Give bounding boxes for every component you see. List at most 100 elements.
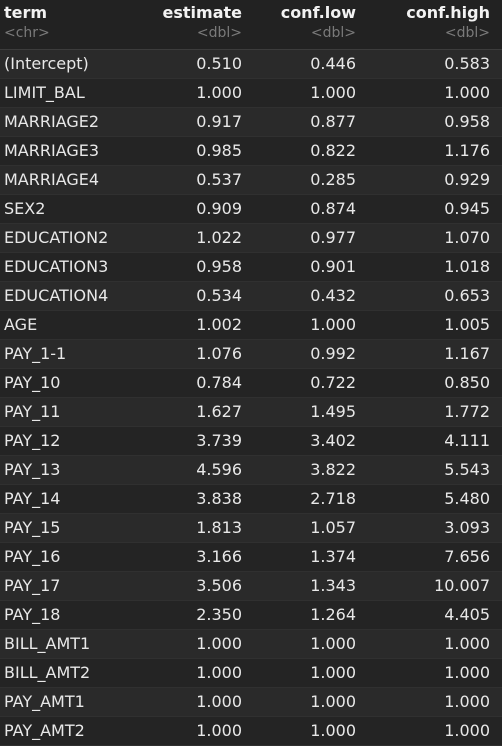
cell-conf-low: 0.901	[254, 252, 368, 282]
cell-conf-high: 1.000	[368, 78, 502, 108]
cell-conf-low: 0.285	[254, 165, 368, 195]
table-row[interactable]: (Intercept) 0.510 0.446 0.583	[0, 49, 502, 79]
table-row[interactable]: PAY_15 1.813 1.057 3.093	[0, 513, 502, 543]
table-row[interactable]: MARRIAGE3 0.985 0.822 1.176	[0, 136, 502, 166]
cell-conf-high: 10.007	[368, 571, 502, 601]
table-row[interactable]: PAY_12 3.739 3.402 4.111	[0, 426, 502, 456]
cell-term: MARRIAGE2	[0, 107, 158, 137]
cell-estimate: 0.784	[158, 368, 254, 398]
table-row[interactable]: MARRIAGE4 0.537 0.285 0.929	[0, 165, 502, 195]
cell-conf-low: 3.402	[254, 426, 368, 456]
cell-conf-high: 1.000	[368, 687, 502, 717]
table-row[interactable]: PAY_16 3.166 1.374 7.656	[0, 542, 502, 572]
table-row[interactable]: LIMIT_BAL 1.000 1.000 1.000	[0, 78, 502, 108]
cell-term: LIMIT_BAL	[0, 78, 158, 108]
cell-conf-high: 7.656	[368, 542, 502, 572]
table-row[interactable]: BILL_AMT1 1.000 1.000 1.000	[0, 629, 502, 659]
cell-term: PAY_10	[0, 368, 158, 398]
cell-term: PAY_16	[0, 542, 158, 572]
column-header-estimate[interactable]: estimate	[162, 3, 242, 22]
column-type-term: <chr>	[0, 23, 158, 50]
cell-estimate: 1.022	[158, 223, 254, 253]
column-header-conf-high[interactable]: conf.high	[406, 3, 490, 22]
cell-estimate: 1.000	[158, 629, 254, 659]
cell-conf-low: 0.992	[254, 339, 368, 369]
cell-term: PAY_AMT2	[0, 716, 158, 746]
cell-term: EDUCATION3	[0, 252, 158, 282]
cell-term: PAY_17	[0, 571, 158, 601]
table-row[interactable]: EDUCATION2 1.022 0.977 1.070	[0, 223, 502, 253]
table-row[interactable]: AGE 1.002 1.000 1.005	[0, 310, 502, 340]
cell-estimate: 1.002	[158, 310, 254, 340]
cell-term: AGE	[0, 310, 158, 340]
cell-estimate: 3.838	[158, 484, 254, 514]
cell-conf-low: 3.822	[254, 455, 368, 485]
cell-conf-high: 1.005	[368, 310, 502, 340]
table-row[interactable]: BILL_AMT2 1.000 1.000 1.000	[0, 658, 502, 688]
cell-conf-high: 1.772	[368, 397, 502, 427]
cell-conf-low: 0.446	[254, 49, 368, 79]
cell-estimate: 3.739	[158, 426, 254, 456]
table-row[interactable]: PAY_17 3.506 1.343 10.007	[0, 571, 502, 601]
cell-term: PAY_13	[0, 455, 158, 485]
cell-term: PAY_12	[0, 426, 158, 456]
cell-estimate: 2.350	[158, 600, 254, 630]
table-row[interactable]: PAY_18 2.350 1.264 4.405	[0, 600, 502, 630]
table-row[interactable]: SEX2 0.909 0.874 0.945	[0, 194, 502, 224]
cell-term: PAY_AMT1	[0, 687, 158, 717]
table-row[interactable]: EDUCATION4 0.534 0.432 0.653	[0, 281, 502, 311]
cell-term: (Intercept)	[0, 49, 158, 79]
cell-term: MARRIAGE3	[0, 136, 158, 166]
cell-conf-high: 0.945	[368, 194, 502, 224]
cell-estimate: 3.166	[158, 542, 254, 572]
cell-conf-high: 0.850	[368, 368, 502, 398]
cell-term: PAY_18	[0, 600, 158, 630]
table-row[interactable]: PAY_AMT2 1.000 1.000 1.000	[0, 716, 502, 746]
cell-conf-low: 0.877	[254, 107, 368, 137]
cell-term: EDUCATION2	[0, 223, 158, 253]
table-row[interactable]: PAY_10 0.784 0.722 0.850	[0, 368, 502, 398]
column-header-conf-low[interactable]: conf.low	[280, 3, 356, 22]
cell-term: EDUCATION4	[0, 281, 158, 311]
cell-estimate: 0.985	[158, 136, 254, 166]
cell-conf-low: 1.000	[254, 310, 368, 340]
cell-estimate: 3.506	[158, 571, 254, 601]
table-row[interactable]: PAY_13 4.596 3.822 5.543	[0, 455, 502, 485]
cell-estimate: 1.813	[158, 513, 254, 543]
cell-estimate: 0.510	[158, 49, 254, 79]
cell-estimate: 1.000	[158, 658, 254, 688]
table-row[interactable]: PAY_11 1.627 1.495 1.772	[0, 397, 502, 427]
cell-conf-high: 4.405	[368, 600, 502, 630]
cell-conf-low: 0.822	[254, 136, 368, 166]
table-row[interactable]: PAY_AMT1 1.000 1.000 1.000	[0, 687, 502, 717]
table-row[interactable]: PAY_1-1 1.076 0.992 1.167	[0, 339, 502, 369]
table-row[interactable]: EDUCATION3 0.958 0.901 1.018	[0, 252, 502, 282]
cell-conf-low: 0.722	[254, 368, 368, 398]
cell-term: SEX2	[0, 194, 158, 224]
cell-estimate: 0.534	[158, 281, 254, 311]
cell-estimate: 1.000	[158, 716, 254, 746]
table-row[interactable]: PAY_14 3.838 2.718 5.480	[0, 484, 502, 514]
cell-conf-high: 0.958	[368, 107, 502, 137]
cell-conf-high: 5.480	[368, 484, 502, 514]
cell-conf-low: 1.000	[254, 629, 368, 659]
cell-conf-high: 3.093	[368, 513, 502, 543]
cell-conf-low: 0.874	[254, 194, 368, 224]
table-row[interactable]: MARRIAGE2 0.917 0.877 0.958	[0, 107, 502, 137]
column-header-term[interactable]: term	[4, 3, 48, 22]
cell-conf-low: 1.000	[254, 78, 368, 108]
column-type-conf-high: <dbl>	[368, 23, 502, 50]
cell-term: PAY_15	[0, 513, 158, 543]
cell-conf-high: 0.583	[368, 49, 502, 79]
cell-conf-high: 1.176	[368, 136, 502, 166]
cell-conf-high: 4.111	[368, 426, 502, 456]
cell-conf-high: 0.653	[368, 281, 502, 311]
cell-estimate: 1.000	[158, 78, 254, 108]
cell-estimate: 1.076	[158, 339, 254, 369]
cell-conf-low: 1.264	[254, 600, 368, 630]
cell-estimate: 1.000	[158, 687, 254, 717]
cell-conf-low: 1.000	[254, 716, 368, 746]
cell-estimate: 0.909	[158, 194, 254, 224]
cell-conf-low: 1.343	[254, 571, 368, 601]
